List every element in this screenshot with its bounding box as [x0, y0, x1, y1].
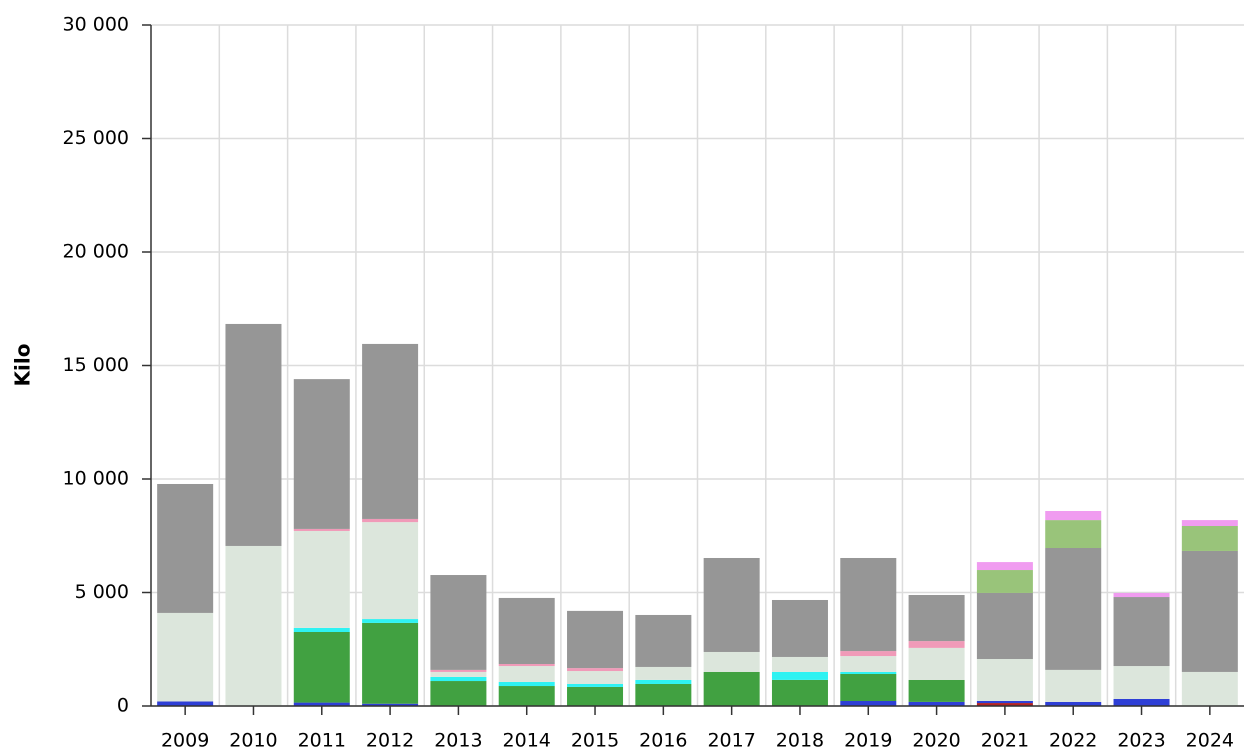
bar-segment — [1045, 701, 1102, 706]
bar-segment — [703, 557, 760, 652]
bar-segment — [293, 702, 350, 706]
bar-segment — [635, 683, 692, 706]
x-tick-label: 2010 — [229, 730, 277, 751]
x-tick-label: 2012 — [366, 730, 414, 751]
bar-segment — [840, 656, 897, 672]
y-tick-label: 15 000 — [63, 354, 129, 376]
x-tick-label: 2018 — [776, 730, 824, 751]
x-tick-label: 2017 — [707, 730, 755, 751]
x-tick-label: 2013 — [434, 730, 482, 751]
bar-segment — [293, 631, 350, 703]
y-tick-label: 10 000 — [63, 468, 129, 490]
y-axis-label: Kilo — [11, 344, 35, 387]
bar-segment — [567, 668, 624, 672]
bar-segment — [567, 671, 624, 684]
bar-segment — [908, 647, 965, 680]
bar-segment — [976, 562, 1033, 571]
y-tick-label: 0 — [117, 695, 129, 717]
bar-segment — [840, 557, 897, 652]
bar-segment — [498, 686, 555, 706]
bar-segment — [567, 610, 624, 669]
x-tick-label: 2014 — [503, 730, 551, 751]
x-tick-label: 2019 — [844, 730, 892, 751]
bar-segment — [1113, 597, 1170, 667]
bar-segment — [157, 701, 214, 706]
bar-segment — [430, 676, 487, 682]
bar-segment — [771, 656, 828, 672]
bar-segment — [293, 530, 350, 628]
bar-segment — [1113, 698, 1170, 706]
bar-segment — [498, 664, 555, 667]
bar-segment — [1113, 592, 1170, 598]
x-tick-label: 2015 — [571, 730, 619, 751]
bar-segment — [362, 522, 419, 620]
bar-segment — [908, 679, 965, 702]
bar-segment — [635, 666, 692, 680]
bar-segment — [771, 599, 828, 657]
bar-segment — [498, 681, 555, 687]
bar-segment — [157, 612, 214, 702]
bar-segment — [840, 701, 897, 706]
bar-segment — [840, 651, 897, 657]
bar-segment — [908, 594, 965, 642]
bar-segment — [1181, 671, 1238, 706]
x-tick-label: 2011 — [298, 730, 346, 751]
bar-segment — [567, 686, 624, 706]
bar-segment — [1181, 550, 1238, 672]
bar-segment — [976, 592, 1033, 660]
bar-segment — [1045, 669, 1102, 702]
bar-segment — [976, 703, 1033, 706]
bar-segment — [430, 669, 487, 672]
bar-segment — [362, 619, 419, 623]
bar-segment — [976, 570, 1033, 593]
x-tick-label: 2022 — [1049, 730, 1097, 751]
bar-segment — [1045, 520, 1102, 549]
bar-segment — [840, 671, 897, 674]
x-tick-label: 2016 — [639, 730, 687, 751]
bar-segment — [225, 545, 282, 706]
bar-segment — [430, 681, 487, 706]
y-tick-label: 25 000 — [63, 127, 129, 149]
bar-segment — [771, 679, 828, 706]
bar-segment — [1045, 511, 1102, 521]
x-tick-label: 2020 — [912, 730, 960, 751]
bar-segment — [362, 622, 419, 704]
x-tick-label: 2024 — [1186, 730, 1234, 751]
bar-segment — [362, 343, 419, 519]
bar-segment — [293, 379, 350, 529]
bar-segment — [567, 683, 624, 687]
bar-segment — [157, 483, 214, 613]
bar-segment — [225, 323, 282, 546]
bar-segment — [908, 641, 965, 648]
y-tick-label: 20 000 — [63, 241, 129, 263]
bar-segment — [840, 673, 897, 702]
bar-segment — [976, 659, 1033, 702]
bar-segment — [635, 614, 692, 667]
bar-segment — [498, 666, 555, 682]
x-tick-label: 2009 — [161, 730, 209, 751]
y-tick-label: 5 000 — [75, 581, 129, 603]
bar-segment — [1181, 520, 1238, 526]
bar-segment — [1113, 666, 1170, 699]
bar-segment — [1045, 548, 1102, 670]
bar-segment — [293, 528, 350, 531]
bar-segment — [771, 671, 828, 680]
x-tick-label: 2021 — [981, 730, 1029, 751]
bar-segment — [293, 627, 350, 632]
y-tick-label: 30 000 — [63, 14, 129, 36]
bar-segment — [362, 703, 419, 706]
bar-segment — [430, 671, 487, 677]
bar-segment — [703, 671, 760, 706]
bar-segment — [908, 701, 965, 706]
bar-segment — [703, 651, 760, 672]
bar-segment — [430, 575, 487, 670]
bar-segment — [976, 701, 1033, 704]
bar-segment — [635, 679, 692, 684]
x-tick-label: 2023 — [1117, 730, 1165, 751]
bar-segment — [1181, 525, 1238, 551]
bar-segment — [498, 597, 555, 665]
bar-segment — [362, 518, 419, 523]
